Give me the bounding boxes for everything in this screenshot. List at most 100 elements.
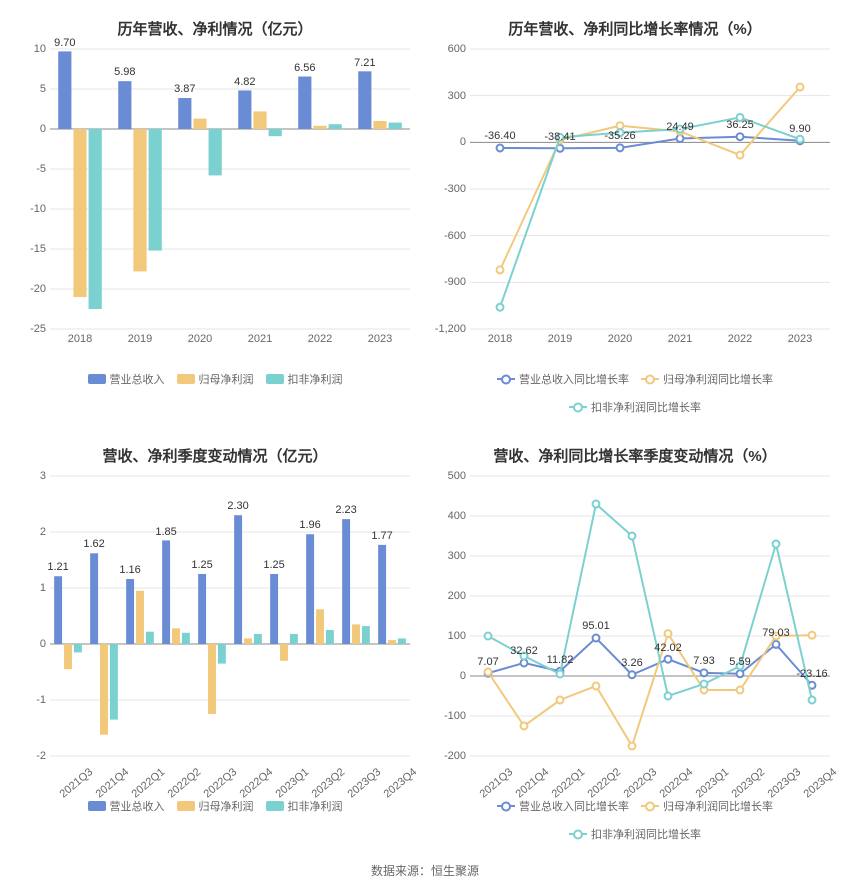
x-tick-label: 2023 — [788, 333, 812, 345]
y-tick-label: 300 — [448, 550, 466, 562]
chart-title: 历年营收、净利情况（亿元） — [10, 18, 420, 39]
marker — [797, 136, 804, 143]
bar — [100, 644, 108, 735]
y-axis: -25-20-15-10-50510 — [10, 49, 50, 329]
x-tick-label: 2022 — [728, 333, 752, 345]
legend-swatch — [641, 805, 659, 807]
bar — [193, 119, 206, 129]
bar — [389, 123, 402, 129]
x-tick-label: 2018 — [68, 333, 92, 345]
legend-swatch — [569, 406, 587, 408]
marker — [593, 634, 600, 641]
legend-label: 扣非净利润同比增长率 — [591, 826, 701, 842]
legend-swatch — [88, 801, 106, 811]
bar — [244, 638, 252, 644]
x-tick-label: 2023 — [368, 333, 392, 345]
legend-swatch — [177, 801, 195, 811]
plot-area: -36.40-38.41-35.2624.4936.259.90 — [470, 49, 830, 329]
bar — [162, 540, 170, 644]
bar — [234, 515, 242, 644]
y-tick-label: -10 — [30, 203, 46, 215]
y-tick-label: -1,200 — [435, 323, 466, 335]
marker — [521, 723, 528, 730]
legend-item: 归母净利润同比增长率 — [641, 371, 773, 387]
legend-item: 营业总收入 — [88, 798, 165, 814]
series-line — [500, 117, 800, 307]
bar — [352, 624, 360, 644]
marker — [665, 630, 672, 637]
marker — [737, 152, 744, 159]
y-tick-label: 200 — [448, 590, 466, 602]
bar — [172, 628, 180, 644]
bar — [54, 576, 62, 644]
y-tick-label: 600 — [448, 43, 466, 55]
marker — [737, 133, 744, 140]
x-tick-label: 2022 — [308, 333, 332, 345]
legend: 营业总收入归母净利润扣非净利润 — [10, 792, 420, 826]
y-tick-label: -15 — [30, 243, 46, 255]
bar — [58, 51, 71, 129]
x-axis: 2021Q32021Q42022Q12022Q22022Q32022Q42023… — [470, 756, 830, 792]
bar — [316, 609, 324, 644]
marker — [677, 126, 684, 133]
bar — [306, 534, 314, 644]
marker — [617, 144, 624, 151]
marker — [593, 501, 600, 508]
x-tick-label: 2019 — [128, 333, 152, 345]
bar — [373, 121, 386, 129]
y-tick-label: -5 — [36, 163, 46, 175]
bar — [254, 634, 262, 644]
marker — [665, 656, 672, 663]
legend-swatch — [497, 805, 515, 807]
x-tick-label: 2021 — [668, 333, 692, 345]
series-line — [488, 634, 812, 746]
bar — [378, 545, 386, 644]
bar — [74, 644, 82, 652]
marker — [701, 681, 708, 688]
bar — [326, 630, 334, 644]
marker — [809, 632, 816, 639]
legend-label: 扣非净利润同比增长率 — [591, 399, 701, 415]
legend: 营业总收入同比增长率归母净利润同比增长率扣非净利润同比增长率 — [430, 792, 840, 854]
y-tick-label: 0 — [40, 638, 46, 650]
bar — [253, 111, 266, 129]
chart-title: 营收、净利同比增长率季度变动情况（%） — [430, 445, 840, 466]
marker — [617, 129, 624, 136]
marker — [557, 697, 564, 704]
marker — [629, 671, 636, 678]
y-tick-label: 0 — [460, 136, 466, 148]
bar — [198, 574, 206, 644]
legend-item: 营业总收入同比增长率 — [497, 798, 629, 814]
marker — [797, 84, 804, 91]
legend-item: 营业总收入同比增长率 — [497, 371, 629, 387]
marker — [497, 144, 504, 151]
marker — [557, 134, 564, 141]
bar — [269, 129, 282, 136]
marker — [497, 304, 504, 311]
marker — [629, 533, 636, 540]
y-tick-label: 2 — [40, 526, 46, 538]
y-tick-label: -1 — [36, 694, 46, 706]
bar — [146, 632, 154, 644]
legend-item: 扣非净利润 — [266, 798, 343, 814]
quarterly-growth-panel: 营收、净利同比增长率季度变动情况（%）-200-1000100200300400… — [430, 437, 840, 854]
legend-swatch — [497, 378, 515, 380]
legend-item: 扣非净利润 — [266, 371, 343, 387]
legend-swatch — [266, 374, 284, 384]
legend-item: 扣非净利润同比增长率 — [569, 826, 701, 842]
marker — [773, 641, 780, 648]
marker — [485, 669, 492, 676]
legend: 营业总收入归母净利润扣非净利润 — [10, 365, 420, 399]
annual-growth-panel: 历年营收、净利同比增长率情况（%）-1,200-900-600-30003006… — [430, 10, 840, 427]
legend-label: 营业总收入 — [110, 371, 165, 387]
legend-swatch — [569, 833, 587, 835]
y-tick-label: -300 — [444, 183, 466, 195]
marker — [557, 671, 564, 678]
y-tick-label: 3 — [40, 470, 46, 482]
y-axis: -2-10123 — [10, 476, 50, 756]
bar — [388, 640, 396, 644]
bar — [290, 634, 298, 644]
legend-label: 归母净利润同比增长率 — [663, 371, 773, 387]
y-tick-label: 500 — [448, 470, 466, 482]
plot-area: 9.705.983.874.826.567.21 — [50, 49, 410, 329]
